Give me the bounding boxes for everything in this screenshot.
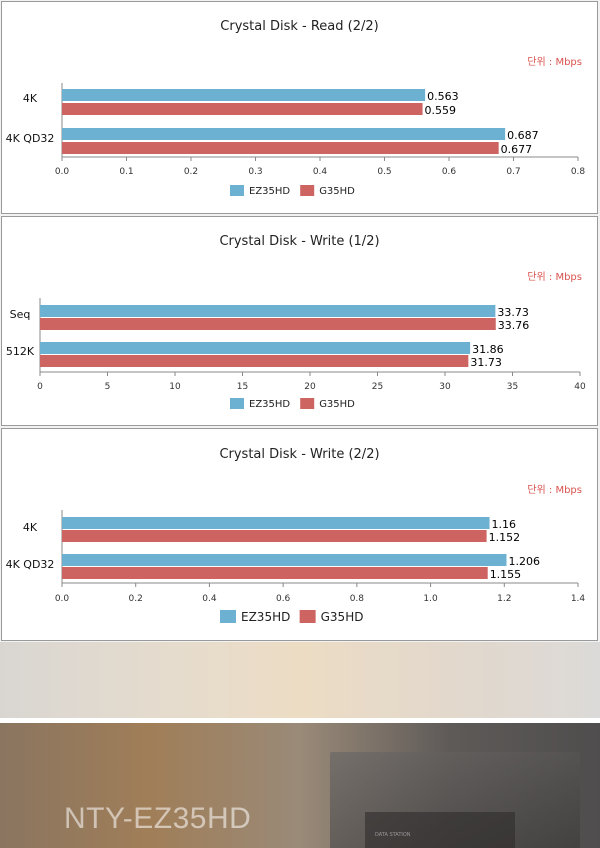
x-tick-label: 1.2 <box>497 594 511 604</box>
value-label: 31.86 <box>472 343 504 356</box>
chart-read-2-2: Crystal Disk - Read (2/2) 단위 : Mbps 0.0 0.1… <box>6 19 586 197</box>
bar <box>62 128 506 140</box>
bar <box>62 567 488 579</box>
product-name: NTY-EZ35HD <box>64 802 252 835</box>
chart-write-2-2: Crystal Disk - Write (2/2) 단위 : Mbps 0.0 0.… <box>6 447 586 624</box>
banner-divider <box>0 718 600 723</box>
category-label: 512K <box>6 345 35 358</box>
x-tick-label: 25 <box>372 382 383 392</box>
x-tick-label: 0.6 <box>276 594 291 604</box>
bar <box>62 517 490 529</box>
chart-write-1-2: Crystal Disk - Write (1/2) 단위 : Mbps 0 5 10 1… <box>6 234 586 410</box>
legend-swatch <box>299 610 316 623</box>
x-tick-label: 0.2 <box>129 594 143 604</box>
x-tick-label: 35 <box>507 382 518 392</box>
x-tick-label: 0.0 <box>55 167 70 177</box>
x-tick-label: 0.6 <box>442 167 457 177</box>
value-label: 0.559 <box>425 104 457 117</box>
chart-layer: Crystal Disk - Write (2/2) 단위 : Mbps 0.0 0.… <box>6 447 586 624</box>
category-label: Seq <box>10 308 31 321</box>
chart-title: Crystal Disk - Write (1/2) <box>219 234 379 249</box>
unit-label: 단위 : Mbps <box>527 55 582 68</box>
device-image-front <box>365 812 515 848</box>
x-tick-label: 0.4 <box>313 167 328 177</box>
x-tick-label: 5 <box>105 382 111 392</box>
device-print: DATA STATION <box>375 832 411 838</box>
value-label: 33.73 <box>497 306 528 319</box>
bar <box>62 142 499 154</box>
value-label: 1.152 <box>489 531 521 544</box>
category-label: 4K <box>23 521 38 534</box>
product-banner: DATA STATION NTY-EZ35HD <box>0 642 600 848</box>
chart-title: Crystal Disk - Read (2/2) <box>220 19 378 34</box>
chart-panel-write-2-2: Crystal Disk - Write (2/2) 단위 : Mbps 0.0 0.… <box>1 428 598 641</box>
x-tick-label: 15 <box>237 382 248 392</box>
legend-swatch <box>300 185 315 196</box>
x-tick-label: 1.4 <box>571 594 586 604</box>
x-tick-label: 40 <box>574 382 586 392</box>
legend-entry: G35HD <box>321 610 364 624</box>
value-label: 0.563 <box>427 90 459 103</box>
x-tick-label: 0.7 <box>506 167 520 177</box>
bar <box>40 305 496 317</box>
bar <box>40 318 496 330</box>
x-tick-label: 10 <box>169 382 181 392</box>
x-tick-label: 0.2 <box>184 167 198 177</box>
bar <box>40 342 471 354</box>
x-tick-label: 0.8 <box>350 594 365 604</box>
bar <box>62 530 487 542</box>
legend-entry: G35HD <box>319 399 355 410</box>
chart-panel-read-2-2: Crystal Disk - Read (2/2) 단위 : Mbps 0.0 0.1… <box>1 1 598 214</box>
legend-swatch <box>230 185 244 196</box>
value-label: 0.687 <box>507 129 539 142</box>
unit-label: 단위 : Mbps <box>527 270 582 283</box>
x-tick-label: 30 <box>439 382 451 392</box>
legend-entry: EZ35HD <box>249 399 290 410</box>
legend-entry: EZ35HD <box>249 186 290 197</box>
x-tick-label: 0.8 <box>571 167 586 177</box>
banner-strip-top <box>0 642 600 720</box>
x-tick-label: 0.0 <box>55 594 70 604</box>
x-tick-label: 0.3 <box>248 167 262 177</box>
x-tick-label: 0 <box>37 382 43 392</box>
value-label: 33.76 <box>498 319 530 332</box>
legend-swatch <box>220 610 236 623</box>
x-tick-label: 0.5 <box>377 167 391 177</box>
value-label: 1.16 <box>492 518 517 531</box>
legend-entry: EZ35HD <box>241 610 290 624</box>
chart-layer: Crystal Disk - Read (2/2) 단위 : Mbps 0.0 0.1… <box>6 19 586 197</box>
bar <box>62 554 507 566</box>
value-label: 0.677 <box>501 143 533 156</box>
bar <box>40 355 469 367</box>
x-tick-label: 20 <box>304 382 316 392</box>
category-label: 4K QD32 <box>6 558 55 571</box>
unit-label: 단위 : Mbps <box>527 483 582 496</box>
bar <box>62 89 426 101</box>
chart-panel-write-1-2: Crystal Disk - Write (1/2) 단위 : Mbps 0 5 10 1… <box>1 216 598 426</box>
category-label: 4K <box>23 92 38 105</box>
value-label: 1.206 <box>508 555 540 568</box>
value-label: 31.73 <box>470 356 502 369</box>
legend-swatch <box>230 398 244 409</box>
x-tick-label: 0.1 <box>119 167 133 177</box>
x-tick-label: 0.4 <box>202 594 217 604</box>
legend-entry: G35HD <box>319 186 355 197</box>
x-tick-label: 1.0 <box>423 594 438 604</box>
category-label: 4K QD32 <box>6 132 55 145</box>
bar <box>62 103 423 115</box>
chart-layer: Crystal Disk - Write (1/2) 단위 : Mbps 0 5 10 1… <box>6 234 586 410</box>
legend-swatch <box>300 398 315 409</box>
value-label: 1.155 <box>490 568 522 581</box>
chart-title: Crystal Disk - Write (2/2) <box>219 447 379 462</box>
